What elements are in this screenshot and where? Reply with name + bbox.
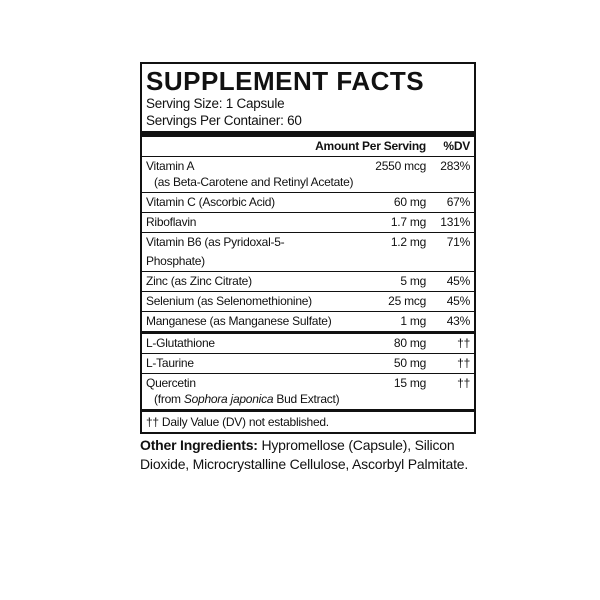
nutrient-amount: 5 mg	[400, 274, 426, 288]
nutrient-name: Vitamin B6 (as Pyridoxal-5-Phosphate)	[146, 235, 285, 268]
detail-italic: Sophora japonica	[183, 392, 274, 406]
nutrient-row: Vitamin A 2550 mcg 283% (as Beta-Carotene a…	[142, 157, 474, 193]
nutrient-dv: ††	[457, 356, 470, 370]
thick-rule	[142, 331, 474, 334]
nutrient-row: Vitamin C (Ascorbic Acid) 60 mg 67%	[142, 193, 474, 213]
amount-header: Amount Per Serving	[315, 139, 426, 153]
facts-panel: SUPPLEMENT FACTS Serving Size: 1 Capsule…	[140, 62, 476, 434]
panel-title: SUPPLEMENT FACTS	[146, 66, 425, 96]
nutrient-row: Selenium (as Selenomethionine) 25 mcg 45%	[142, 292, 474, 312]
nutrient-name: Manganese (as Manganese Sulfate)	[146, 314, 332, 328]
thick-rule	[142, 131, 474, 137]
nutrient-row: Riboflavin 1.7 mg 131%	[142, 213, 474, 233]
nutrient-amount: 60 mg	[393, 195, 426, 209]
nutrient-name: Vitamin C (Ascorbic Acid)	[146, 195, 275, 209]
detail-text: Bud Extract)	[273, 392, 340, 406]
nutrient-dv: 67%	[446, 195, 471, 209]
nutrient-name: L-Taurine	[146, 356, 194, 370]
nutrient-row: L-Taurine 50 mg ††	[142, 354, 474, 374]
nutrient-name: Quercetin	[146, 376, 196, 390]
nutrient-name: Zinc (as Zinc Citrate)	[146, 274, 252, 288]
nutrient-dv: 283%	[440, 159, 470, 173]
header-row: Amount Per Serving %DV	[142, 137, 474, 157]
nutrient-amount: 80 mg	[393, 336, 426, 350]
detail-text: (from	[154, 392, 184, 406]
nutrient-amount: 1.2 mg	[390, 235, 426, 249]
nutrient-name: Riboflavin	[146, 215, 197, 229]
nutrient-row: L-Glutathione 80 mg ††	[142, 334, 474, 354]
serving-size: Serving Size: 1 Capsule	[146, 96, 285, 111]
nutrient-dv: 131%	[440, 215, 470, 229]
nutrient-amount: 25 mcg	[388, 294, 426, 308]
nutrient-row: Quercetin 15 mg †† (from Sophora japonica B…	[142, 374, 474, 409]
nutrient-amount: 1.7 mg	[390, 215, 426, 229]
footnote: †† Daily Value (DV) not established.	[146, 415, 329, 429]
other-list: L-Glutathione 80 mg †† L-Taurine 50 mg †† Quer…	[142, 334, 474, 409]
other-ingredients: Other Ingredients: Hypromellose (Capsule…	[140, 436, 470, 474]
nutrient-amount: 15 mg	[393, 376, 426, 390]
nutrient-row: Manganese (as Manganese Sulfate) 1 mg 43%	[142, 312, 474, 331]
other-ingredients-label: Other Ingredients:	[140, 437, 258, 453]
nutrient-dv: 45%	[446, 274, 471, 288]
nutrient-name: L-Glutathione	[146, 336, 215, 350]
nutrient-amount: 1 mg	[400, 314, 426, 328]
nutrient-dv: 43%	[446, 314, 471, 328]
nutrient-detail: (as Beta-Carotene and Retinyl Acetate)	[154, 175, 354, 189]
nutrient-dv: 45%	[446, 294, 471, 308]
nutrient-name: Vitamin A	[146, 159, 195, 173]
dv-header: %DV	[443, 139, 470, 153]
nutrient-row: Zinc (as Zinc Citrate) 5 mg 45%	[142, 272, 474, 292]
nutrient-amount: 2550 mcg	[375, 159, 426, 173]
servings-per-container: Servings Per Container: 60	[146, 113, 302, 128]
thick-rule	[142, 409, 474, 412]
nutrient-dv: ††	[457, 376, 470, 390]
nutrient-detail: (from Sophora japonica Bud Extract)	[146, 390, 470, 409]
nutrient-name: Selenium (as Selenomethionine)	[146, 294, 312, 308]
nutrient-dv: 71%	[446, 235, 471, 249]
other-ingredients-text: Hypromellose (Capsule), Silicon Dioxide,…	[140, 437, 469, 472]
nutrient-amount: 50 mg	[393, 356, 426, 370]
nutrient-row: Vitamin B6 (as Pyridoxal-5-Phosphate) 1.2…	[142, 233, 474, 272]
nutrient-list: Vitamin A 2550 mcg 283% (as Beta-Carotene a…	[142, 157, 474, 331]
nutrient-dv: ††	[457, 336, 470, 350]
